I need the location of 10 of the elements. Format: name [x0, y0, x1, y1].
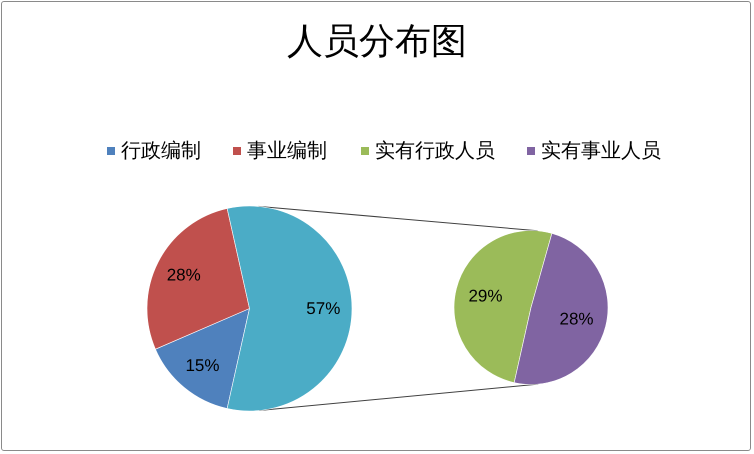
legend-label: 实有事业人员 — [541, 140, 661, 162]
data-label: 57% — [306, 299, 340, 318]
data-label: 28% — [166, 265, 201, 284]
chart-title: 人员分布图 — [287, 21, 467, 61]
data-label: 28% — [560, 310, 594, 329]
data-label: 29% — [468, 286, 502, 306]
legend-label: 行政编制 — [121, 140, 201, 162]
data-label: 15% — [185, 356, 220, 375]
legend-label: 实有行政人员 — [375, 140, 495, 162]
legend-label: 事业编制 — [247, 140, 327, 162]
